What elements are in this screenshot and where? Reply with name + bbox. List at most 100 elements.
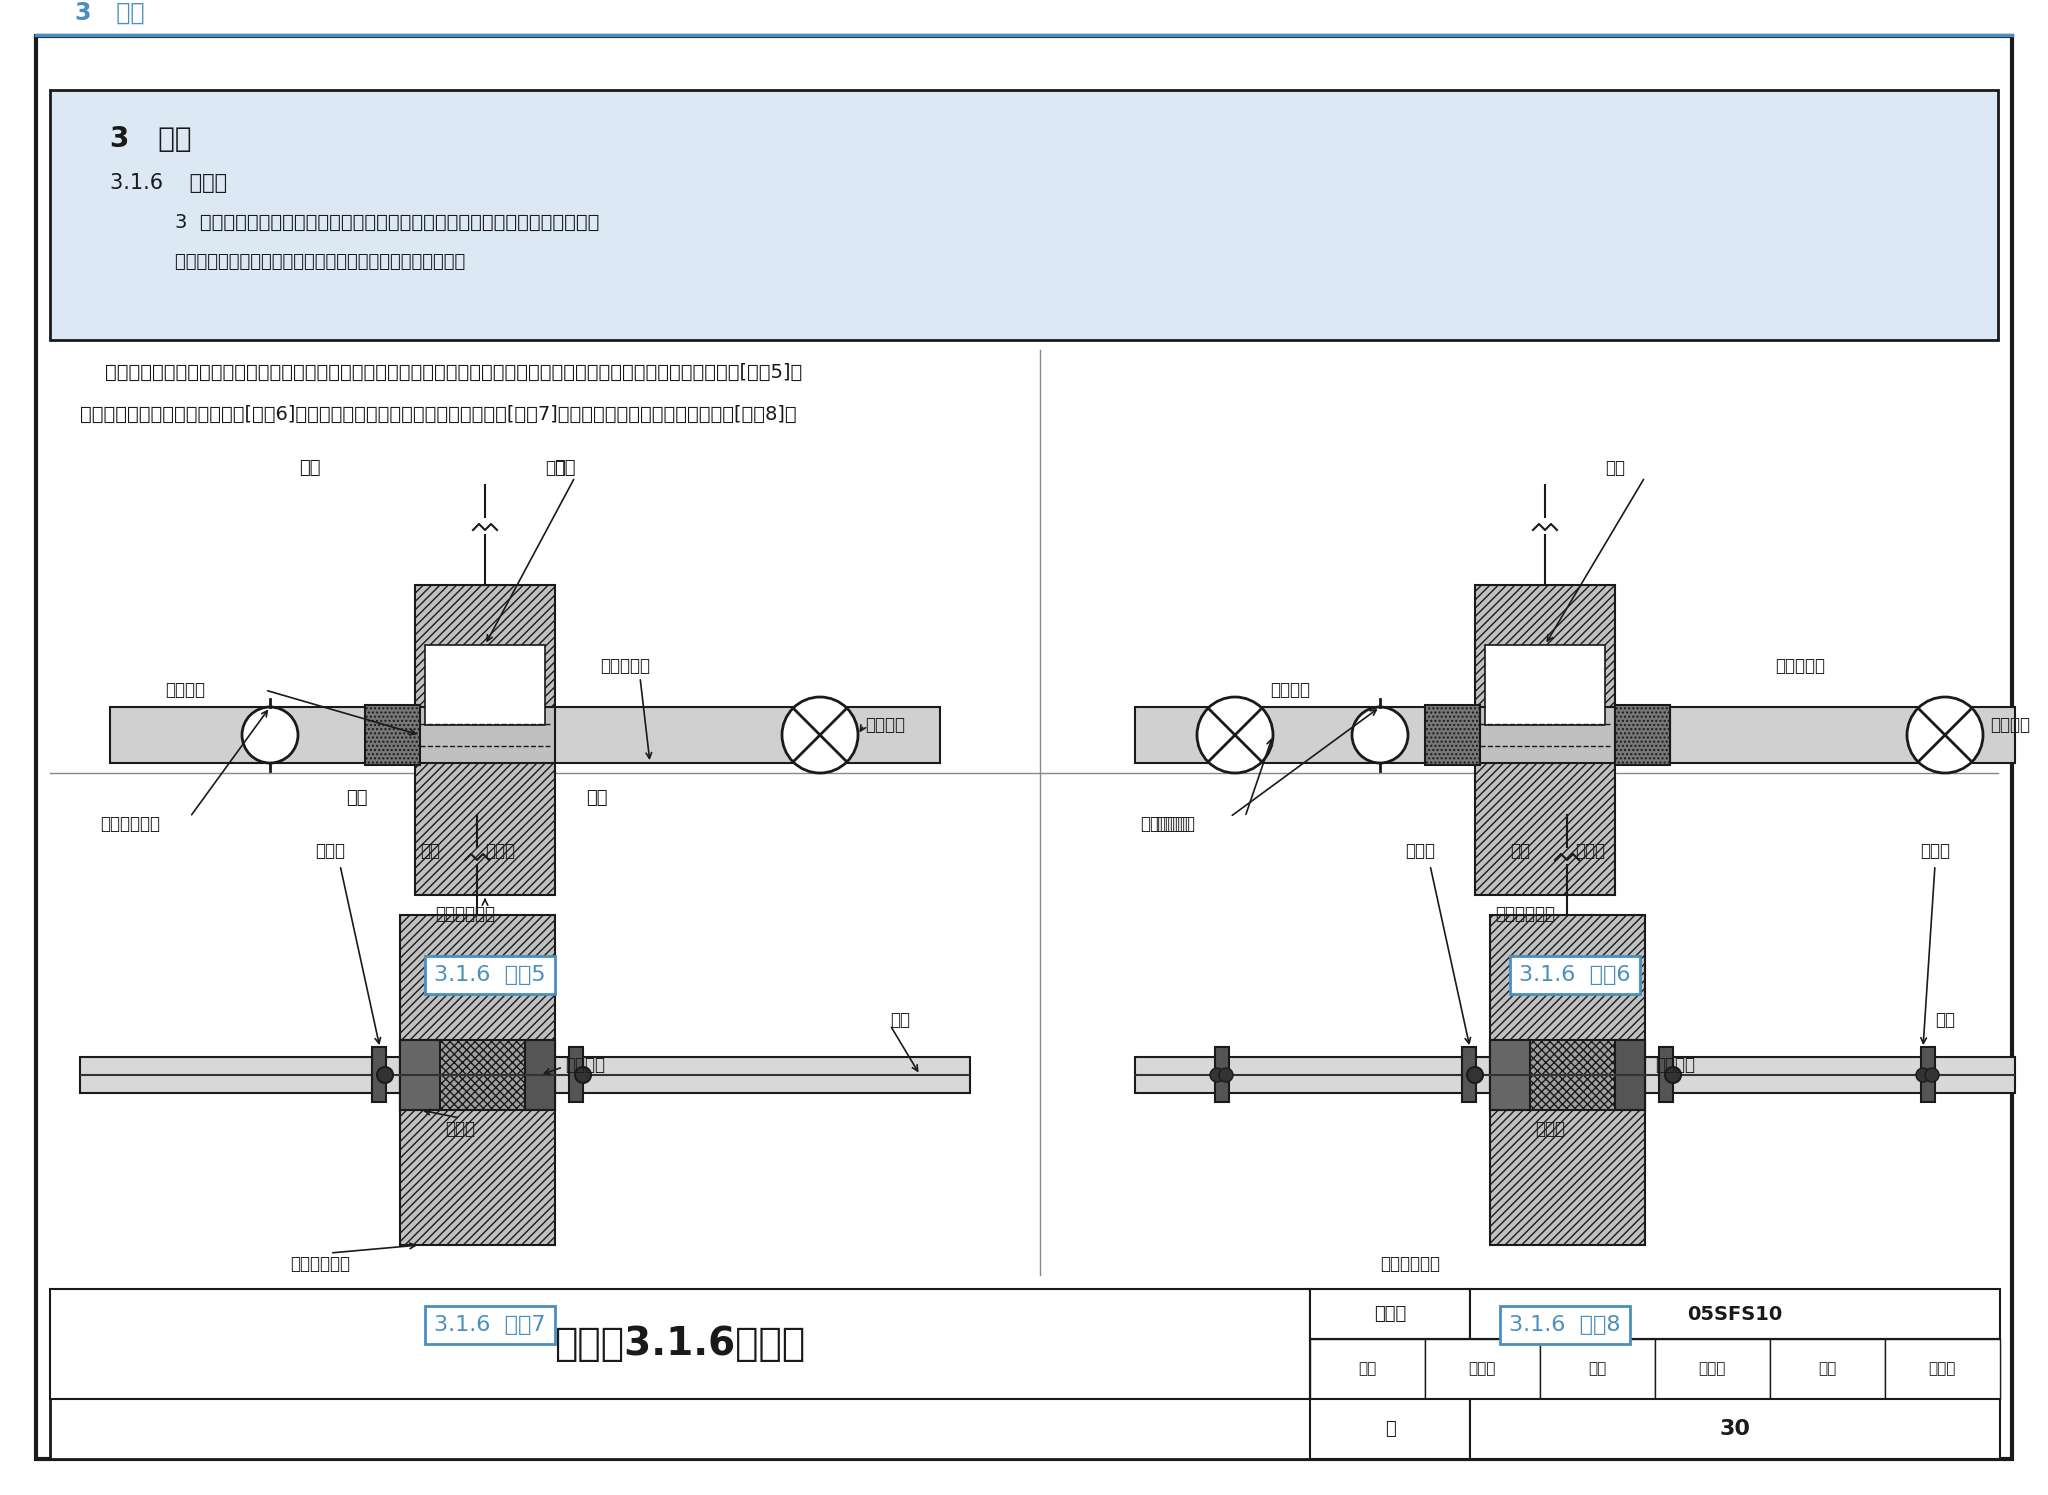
Bar — [1475, 707, 1616, 762]
Bar — [365, 706, 420, 765]
Circle shape — [242, 707, 299, 762]
Text: 防护阀门: 防护阀门 — [1991, 716, 2030, 734]
Circle shape — [1466, 1067, 1483, 1082]
Text: 校对: 校对 — [1587, 1362, 1606, 1377]
Bar — [1485, 644, 1606, 725]
Text: 审核: 审核 — [1358, 1362, 1376, 1377]
Text: 密闭材料: 密闭材料 — [565, 1055, 604, 1073]
Bar — [49, 90, 1999, 339]
Text: 3.1.6  图示8: 3.1.6 图示8 — [1509, 1316, 1620, 1335]
Bar — [49, 1289, 1311, 1399]
Circle shape — [575, 1067, 592, 1082]
Bar — [1214, 1046, 1229, 1102]
Text: 焊接: 焊接 — [420, 842, 440, 860]
Bar — [1669, 707, 2015, 762]
Text: 防护单元隔墙: 防护单元隔墙 — [1495, 904, 1554, 922]
Circle shape — [377, 1067, 393, 1082]
Bar — [111, 707, 416, 762]
Text: 外墙或临空墙: 外墙或临空墙 — [434, 904, 496, 922]
Bar — [555, 1057, 971, 1093]
Bar — [80, 1057, 399, 1093]
Text: 室内: 室内 — [555, 459, 575, 477]
Text: 30: 30 — [1720, 1419, 1751, 1440]
Text: 密闭层: 密闭层 — [1536, 1120, 1565, 1138]
Bar — [1135, 1057, 1491, 1093]
Text: 给排水管道: 给排水管道 — [600, 656, 649, 676]
Text: 室内: 室内 — [586, 789, 608, 807]
Text: 马希荣: 马希荣 — [1468, 1362, 1495, 1377]
Text: 赵贵华: 赵贵华 — [1929, 1362, 1956, 1377]
Text: 焊接: 焊接 — [1509, 842, 1530, 860]
Bar — [399, 1041, 440, 1109]
Bar — [1425, 1340, 1540, 1399]
Circle shape — [1917, 1067, 1929, 1082]
Bar — [1311, 1399, 1470, 1459]
Bar — [569, 1046, 584, 1102]
Text: 穿过防护单元隔墙的一般做法见[图示6]，电缆管穿过外墙或临空墙的一般做法见[图示7]，穿过防护单元隔墙的一般做法见[图示8]。: 穿过防护单元隔墙的一般做法见[图示6]，电缆管穿过外墙或临空墙的一般做法见[图示… — [80, 405, 797, 425]
Text: 穿墙管: 穿墙管 — [485, 842, 514, 860]
Bar — [1655, 1340, 1769, 1399]
Text: 套管: 套管 — [1606, 459, 1624, 477]
Circle shape — [782, 697, 858, 773]
Text: 防护单元隔墙: 防护单元隔墙 — [1380, 1254, 1440, 1274]
Text: 密闭材料: 密闭材料 — [1655, 1055, 1696, 1073]
Text: 密闭材料: 密闭材料 — [1270, 682, 1311, 700]
Text: 3.1.6  图示5: 3.1.6 图示5 — [434, 964, 547, 985]
Bar — [1540, 1340, 1655, 1399]
Circle shape — [1907, 697, 1982, 773]
Text: 05SFS10: 05SFS10 — [1688, 1305, 1782, 1323]
Bar — [555, 707, 940, 762]
Bar — [1491, 1041, 1645, 1109]
Text: 套管: 套管 — [545, 459, 565, 477]
Bar — [1135, 707, 1475, 762]
Text: 3.1.6    （续）: 3.1.6 （续） — [111, 173, 227, 193]
Text: 防毒密闭环: 防毒密闭环 — [1141, 815, 1190, 833]
Text: 防护阀门: 防护阀门 — [864, 716, 905, 734]
Bar — [399, 915, 555, 1245]
Bar — [1491, 915, 1645, 1245]
Text: 凡进入防空地下室的管道在穿过人防围护结构时，均应采取防护密闭措施，其中给排水管道穿过外墙或临空墙的一般做法见[图示5]、: 凡进入防空地下室的管道在穿过人防围护结构时，均应采取防护密闭措施，其中给排水管道… — [80, 363, 803, 383]
Circle shape — [1352, 707, 1409, 762]
Text: 室外: 室外 — [299, 459, 322, 477]
Bar — [1616, 706, 1669, 765]
Text: 抗力片: 抗力片 — [315, 842, 344, 860]
Text: 3.1.6  图示7: 3.1.6 图示7 — [434, 1316, 545, 1335]
Bar — [1311, 1340, 2001, 1399]
Text: 图集号: 图集号 — [1374, 1305, 1407, 1323]
Text: 穿墙管: 穿墙管 — [1575, 842, 1606, 860]
Text: 密闭层: 密闭层 — [444, 1120, 475, 1138]
Text: 建筑－3.1.6（续）: 建筑－3.1.6（续） — [555, 1325, 805, 1363]
Circle shape — [1925, 1067, 1939, 1082]
Bar — [1491, 1041, 1530, 1109]
Bar — [1470, 1399, 2001, 1459]
Bar — [416, 585, 555, 896]
Bar — [1470, 1289, 2001, 1340]
Text: 注：无关管道系指防空地下室在战时及平时均不使用的管道。: 注：无关管道系指防空地下室在战时及平时均不使用的管道。 — [150, 253, 465, 271]
Text: 电缆: 电缆 — [1935, 1011, 1956, 1029]
Text: 电缆: 电缆 — [891, 1011, 909, 1029]
Circle shape — [1210, 1067, 1225, 1082]
Circle shape — [1196, 697, 1274, 773]
Bar — [524, 1041, 555, 1109]
Text: 3.1.6  图示6: 3.1.6 图示6 — [1520, 964, 1630, 985]
Bar — [1921, 1046, 1935, 1102]
Bar — [1616, 1041, 1645, 1109]
Bar — [416, 707, 555, 762]
Text: 给排水管道: 给排水管道 — [1776, 656, 1825, 676]
Bar — [1311, 1289, 1470, 1340]
Bar — [1884, 1340, 2001, 1399]
Bar — [1475, 585, 1616, 896]
Bar — [399, 1041, 555, 1109]
Text: 3  凡进入防空地下室的管道及其穿过的人防围护结构，均应采取防护密闭措施。: 3 凡进入防空地下室的管道及其穿过的人防围护结构，均应采取防护密闭措施。 — [150, 212, 600, 232]
Text: 室外: 室外 — [346, 789, 369, 807]
Circle shape — [1219, 1067, 1233, 1082]
Bar — [426, 644, 545, 725]
Text: 3   建筑: 3 建筑 — [76, 1, 145, 25]
Text: 页: 页 — [1384, 1420, 1395, 1438]
Bar — [49, 1289, 1999, 1459]
Text: 3   建筑: 3 建筑 — [111, 126, 193, 152]
Bar — [1462, 1046, 1477, 1102]
Text: 密闭材料: 密闭材料 — [166, 682, 205, 700]
Bar — [1769, 1340, 1884, 1399]
Bar — [1659, 1046, 1673, 1102]
